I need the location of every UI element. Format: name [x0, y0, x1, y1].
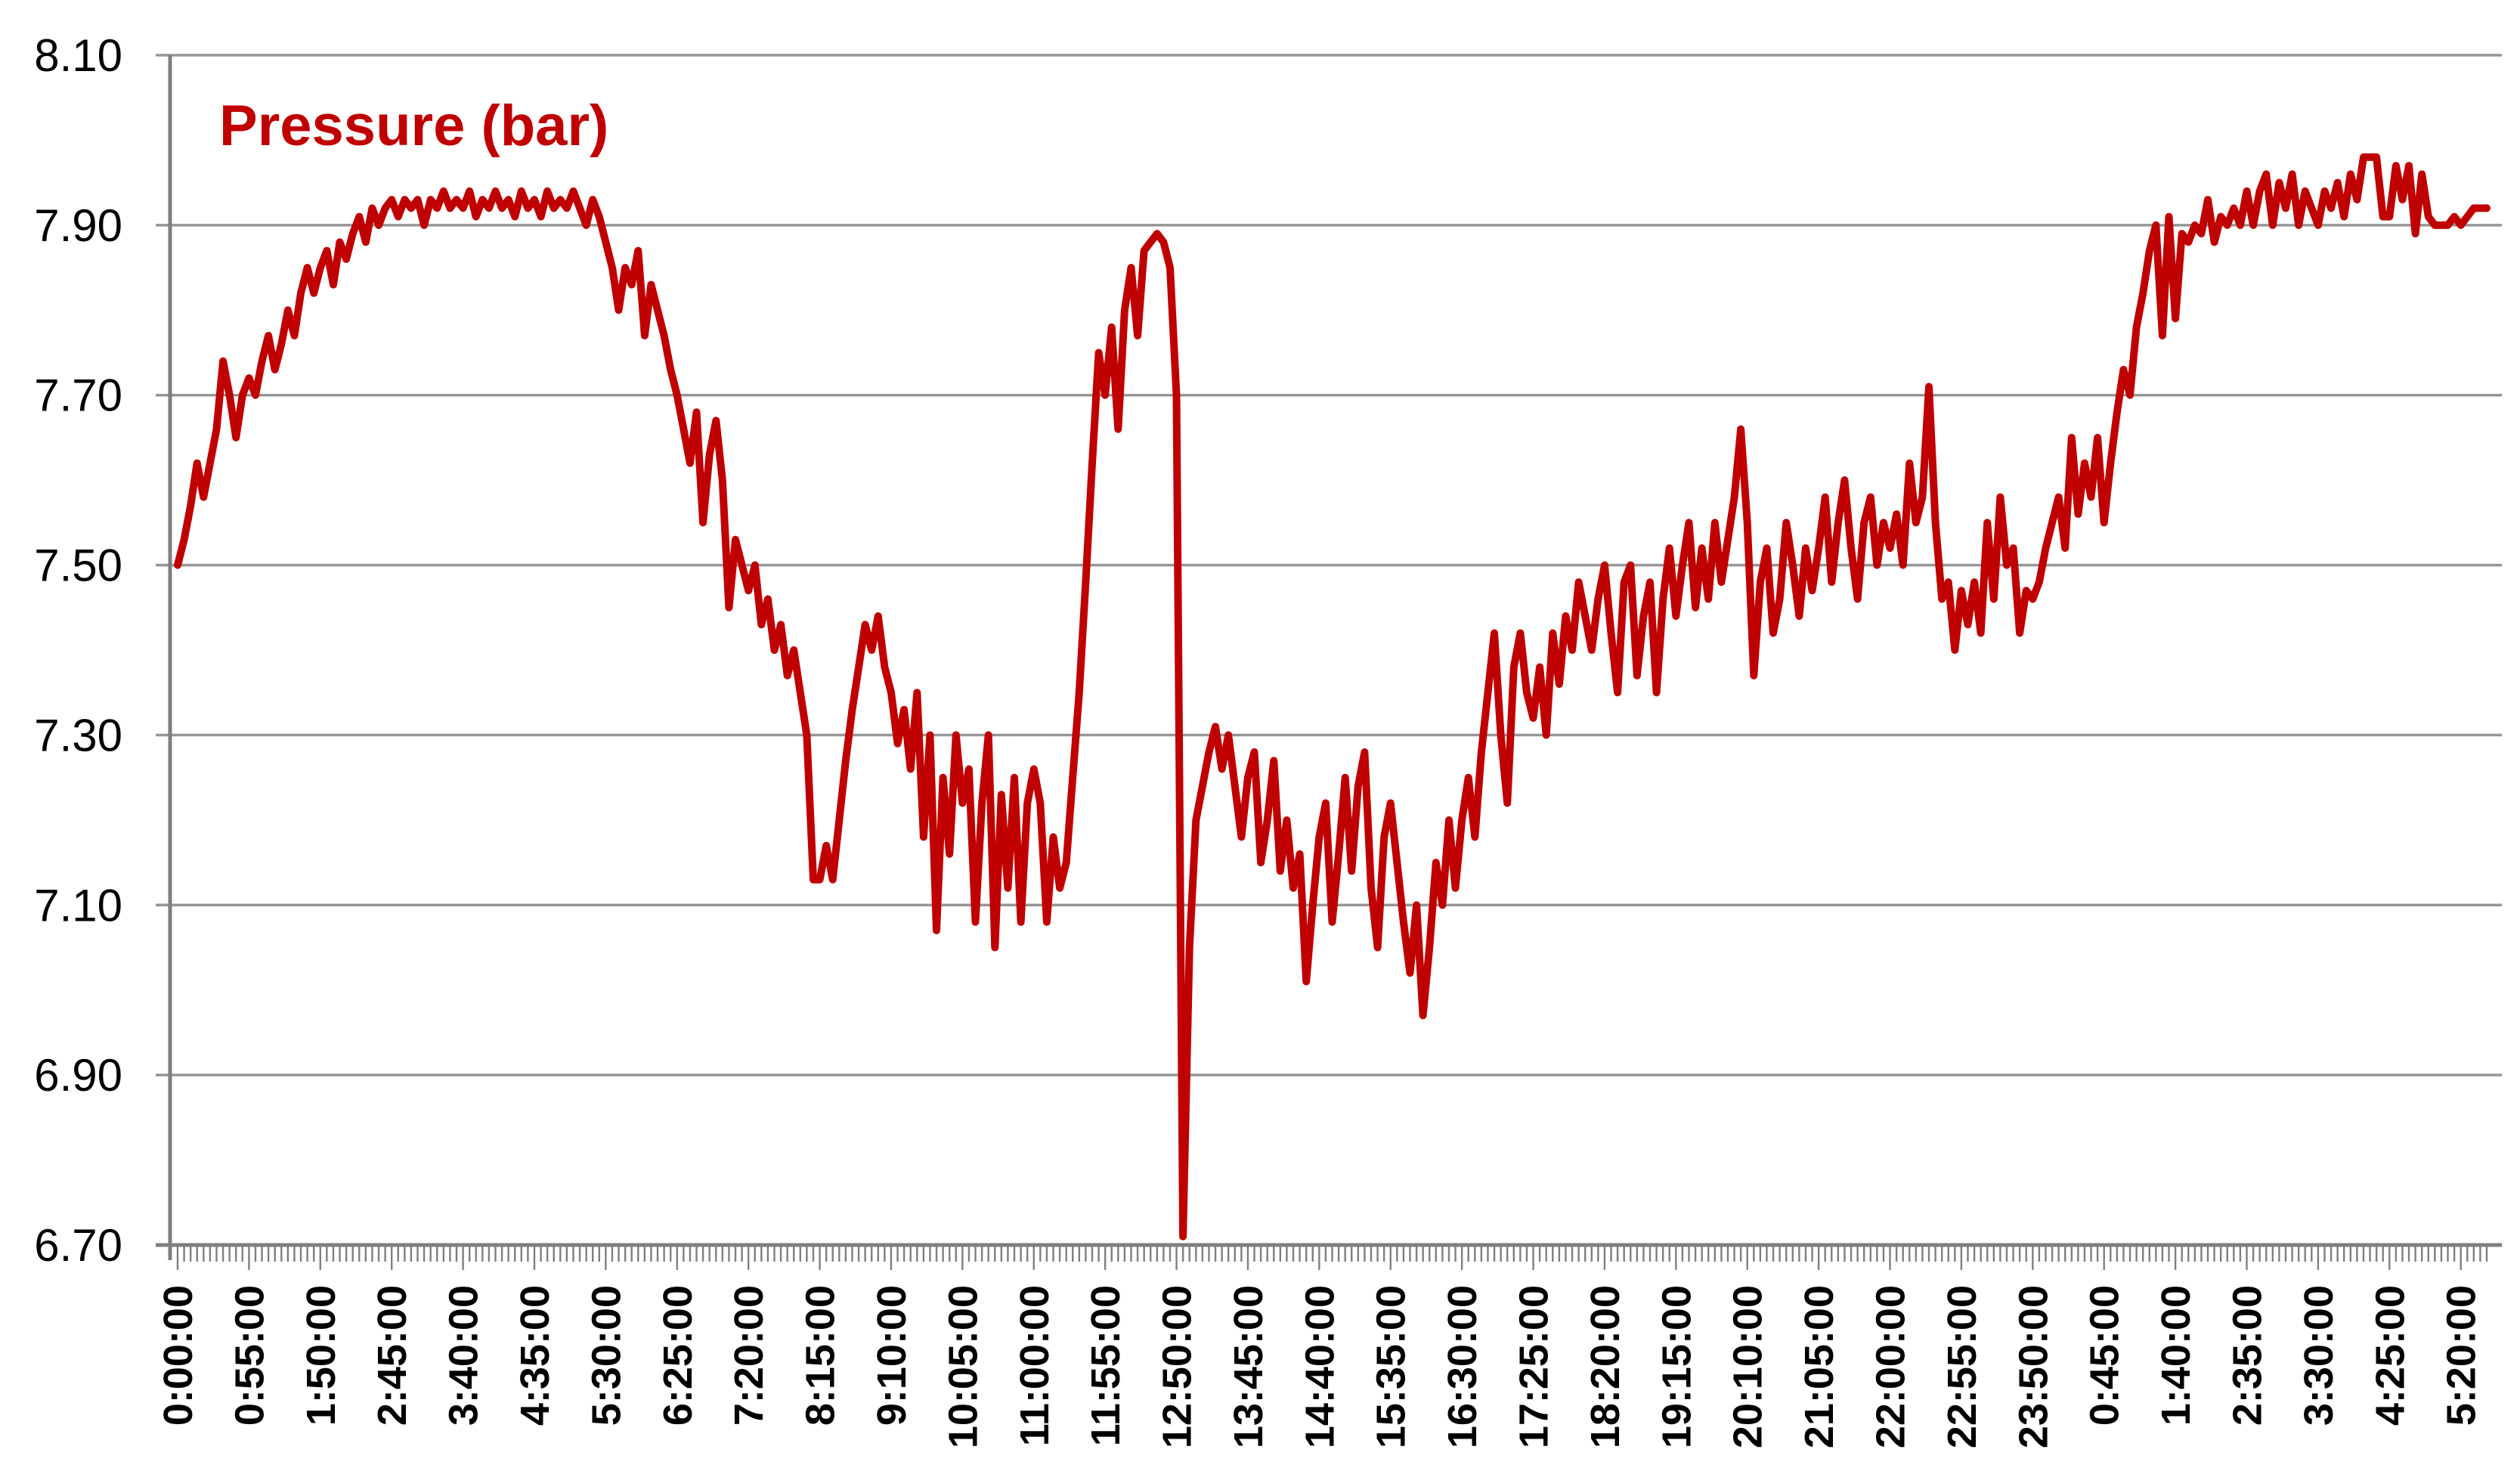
x-tick-label: 17:25:00	[1512, 1285, 1557, 1448]
x-tick-label: 23:50:00	[2011, 1285, 2056, 1448]
x-axis	[176, 1245, 2488, 1270]
y-tick-label: 6.90	[34, 1050, 122, 1101]
x-tick-label: 2:45:00	[370, 1285, 415, 1426]
pressure-series-line	[174, 153, 2491, 1240]
x-tick-label: 20:10:00	[1726, 1285, 1771, 1448]
x-tick-label: 11:00:00	[1012, 1285, 1057, 1446]
y-tick-label: 7.50	[34, 540, 122, 591]
y-tick-label: 7.90	[34, 200, 122, 251]
x-tick-label: 7:20:00	[726, 1285, 772, 1426]
x-tick-label: 6:25:00	[655, 1285, 701, 1426]
y-tick-label: 7.30	[34, 710, 122, 760]
x-tick-label: 10:05:00	[940, 1285, 986, 1448]
x-tick-label: 18:20:00	[1583, 1285, 1628, 1448]
x-tick-label: 5:20:00	[2439, 1285, 2484, 1426]
y-axis-labels: 8.10 7.90 7.70 7.50 7.30 7.10 6.90 6.70	[34, 30, 122, 1271]
x-tick-label: 4:35:00	[512, 1285, 558, 1426]
x-tick-label: 15:35:00	[1369, 1285, 1414, 1448]
x-tick-label: 22:55:00	[1940, 1285, 1985, 1448]
x-tick-label: 21:05:00	[1797, 1285, 1842, 1448]
x-tick-label: 0:00:00	[156, 1285, 201, 1426]
x-tick-label: 14:40:00	[1297, 1285, 1342, 1448]
x-tick-label: 0:55:00	[227, 1285, 272, 1426]
y-tick-label: 6.70	[34, 1220, 122, 1271]
y-tick-label: 7.10	[34, 880, 122, 931]
x-axis-labels: 0:00:00 0:55:00 1:50:00 2:45:00 3:40:00 4:35:…	[156, 1285, 2484, 1448]
x-tick-label: 1:50:00	[299, 1285, 344, 1426]
x-tick-label: 19:15:00	[1654, 1285, 1699, 1448]
x-tick-label: 12:50:00	[1155, 1285, 1200, 1448]
x-tick-label: 4:25:00	[2367, 1285, 2413, 1426]
y-tick-label: 8.10	[34, 30, 122, 81]
x-tick-label: 9:10:00	[869, 1285, 915, 1426]
x-tick-label: 11:55:00	[1083, 1285, 1128, 1446]
x-tick-label: 13:45:00	[1226, 1285, 1271, 1448]
y-tick-label: 7.70	[34, 370, 122, 421]
x-tick-label: 16:30:00	[1440, 1285, 1485, 1448]
x-tick-label: 22:00:00	[1868, 1285, 1914, 1448]
x-tick-label: 8:15:00	[798, 1285, 844, 1426]
x-tick-label: 3:40:00	[441, 1285, 487, 1426]
x-tick-label: 1:40:00	[2153, 1285, 2199, 1426]
chart-title: Pressure (bar)	[219, 94, 608, 158]
x-tick-label: 5:30:00	[584, 1285, 629, 1426]
x-tick-label: 2:35:00	[2224, 1285, 2270, 1426]
x-tick-label: 3:30:00	[2296, 1285, 2342, 1426]
x-tick-label: 0:45:00	[2082, 1285, 2128, 1426]
